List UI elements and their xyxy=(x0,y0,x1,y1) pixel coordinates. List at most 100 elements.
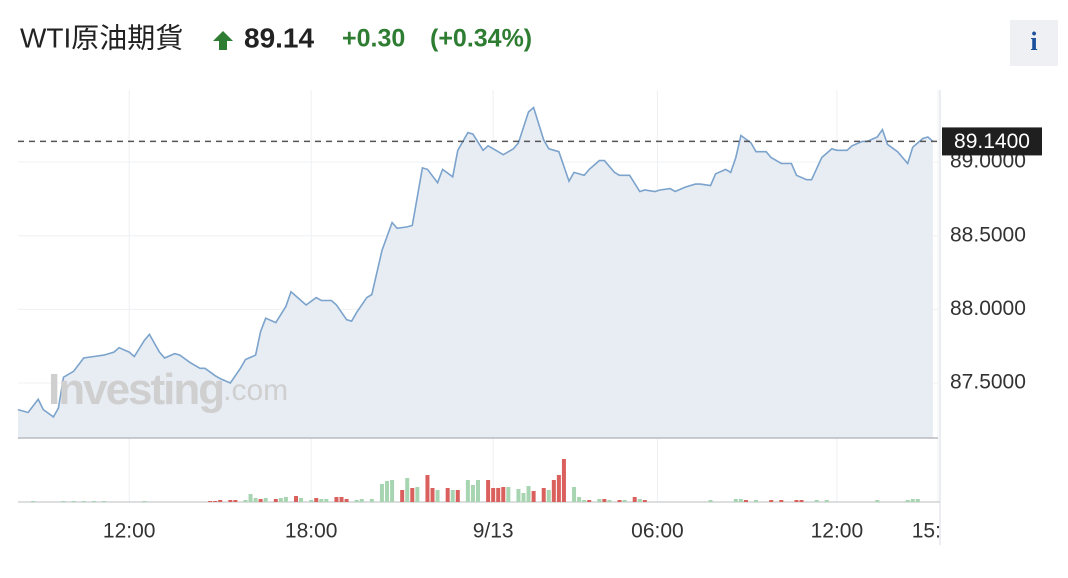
volume-bar xyxy=(445,488,450,502)
volume-bar xyxy=(455,490,460,502)
price-line xyxy=(17,106,934,419)
watermark-brand: Investing xyxy=(48,365,223,414)
volume-bar xyxy=(354,500,359,502)
info-icon[interactable]: i xyxy=(1030,27,1037,56)
volume-bar xyxy=(556,475,561,502)
volume-bar xyxy=(213,501,218,502)
info-button[interactable] xyxy=(1010,20,1058,66)
volume-bar xyxy=(491,488,496,502)
volume-bar xyxy=(319,499,324,502)
volume-bar xyxy=(334,497,339,502)
volume-bar xyxy=(587,500,592,502)
volume-bar xyxy=(243,500,248,502)
y-tick-label: 88.5000 xyxy=(950,223,1026,246)
volume-bar xyxy=(81,501,86,502)
volume-bar xyxy=(531,491,536,502)
x-tick-label: 12:00 xyxy=(811,520,864,543)
x-tick-label: 9/13 xyxy=(473,520,514,543)
x-tick-label: 18:00 xyxy=(285,520,338,543)
volume-bar xyxy=(622,500,627,502)
volume-bar xyxy=(101,501,106,502)
volume-bar xyxy=(875,500,880,502)
volume-bar xyxy=(824,500,829,502)
change: +0.30 xyxy=(342,25,405,53)
volume-bar xyxy=(273,499,278,502)
up-arrow xyxy=(213,31,233,50)
volume-bar xyxy=(324,499,329,502)
volume-bar xyxy=(344,499,349,502)
volume-bar xyxy=(743,500,748,502)
volume-bar xyxy=(450,490,455,502)
area-fill xyxy=(18,107,933,438)
volume-bar xyxy=(400,490,405,502)
volume-bar xyxy=(283,497,288,502)
volume-bar xyxy=(521,493,526,502)
volume-bar xyxy=(607,500,612,502)
volume-bar xyxy=(486,480,491,502)
volume-bar xyxy=(263,498,268,502)
volume-bar xyxy=(496,488,501,502)
change-percent: (+0.34%) xyxy=(430,25,532,53)
title: WTI原油期貨 xyxy=(20,22,183,53)
volume-bar xyxy=(905,500,910,502)
volume-bar xyxy=(425,475,430,502)
volume-bar xyxy=(359,499,364,502)
volume-bar xyxy=(516,489,521,502)
volume-bar xyxy=(339,497,344,502)
volume-bar xyxy=(541,488,546,502)
volume-bar xyxy=(309,500,314,502)
last-price-box xyxy=(942,127,1042,156)
volume-bar xyxy=(769,500,774,502)
volume-bar xyxy=(602,499,607,502)
volume-bar xyxy=(253,498,258,502)
volume-bar xyxy=(314,498,319,502)
volume-bar xyxy=(733,499,738,502)
volume-bar xyxy=(632,497,637,502)
watermark-domain: .com xyxy=(223,374,288,407)
volume-bar xyxy=(526,486,531,502)
volume-bar xyxy=(390,480,395,502)
volume-bar xyxy=(31,501,36,502)
volume-bar xyxy=(233,500,238,502)
volume-bar xyxy=(91,501,96,502)
volume-bar xyxy=(794,500,799,502)
volume-bar xyxy=(637,499,642,502)
volume-bar xyxy=(754,500,759,502)
y-tick-label: 88.0000 xyxy=(950,297,1026,320)
volume-bar xyxy=(561,459,566,502)
volume-bar xyxy=(405,478,410,502)
watermark: Investing.com xyxy=(48,365,288,414)
volume-bar xyxy=(551,480,556,502)
volume-bar xyxy=(142,501,147,502)
volume-bar xyxy=(299,498,304,502)
volume-bar xyxy=(501,487,506,502)
x-tick-label: 06:00 xyxy=(631,520,684,543)
volume-bar xyxy=(910,499,915,502)
last-price-label: 89.1400 xyxy=(954,130,1030,153)
volume-bar xyxy=(385,481,390,502)
volume-bar xyxy=(915,499,920,502)
volume-bar xyxy=(435,490,440,502)
volume-bar xyxy=(61,501,66,502)
volume-bar xyxy=(476,480,480,502)
x-tick-label: 12:00 xyxy=(103,520,156,543)
volume-bar xyxy=(506,487,511,502)
volume-bar xyxy=(597,499,602,502)
volume-bar xyxy=(708,500,713,502)
volume-bar xyxy=(546,490,551,502)
volume-bar xyxy=(208,501,213,502)
volume-bar xyxy=(738,499,743,502)
y-tick-label: 87.5000 xyxy=(950,371,1026,394)
volume-bar xyxy=(415,487,420,502)
volume-bar xyxy=(465,480,470,502)
volume-bar xyxy=(369,499,374,502)
volume-bar xyxy=(218,500,223,502)
volume-bar xyxy=(617,500,622,502)
volume-bar xyxy=(248,494,253,502)
volume-bar xyxy=(799,500,804,502)
volume-bar xyxy=(258,499,263,502)
price: 89.14 xyxy=(244,22,314,53)
